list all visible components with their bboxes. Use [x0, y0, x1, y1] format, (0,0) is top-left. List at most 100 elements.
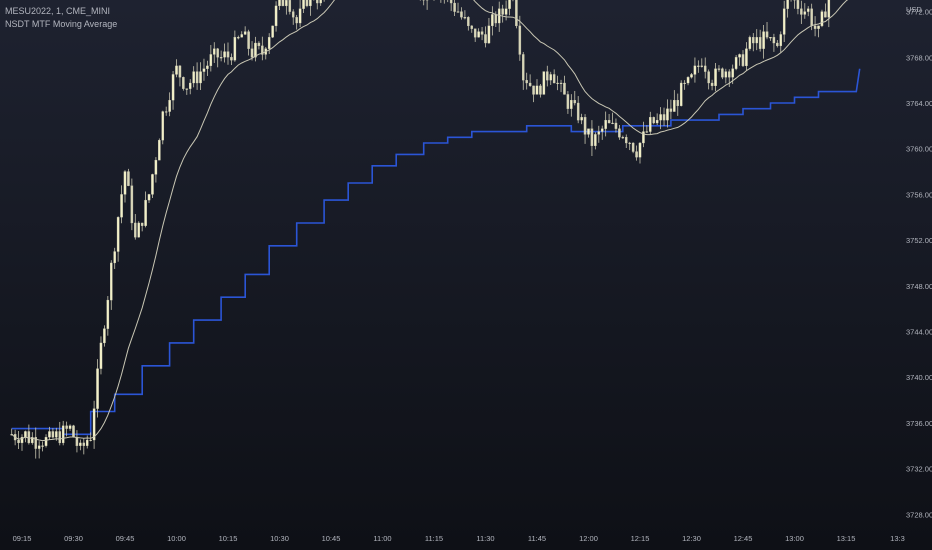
candle-211 — [734, 57, 738, 69]
candle-42 — [154, 159, 158, 175]
candle-155 — [542, 71, 546, 95]
candle-55 — [199, 71, 202, 84]
time-tick-label-2: 09:45 — [116, 534, 135, 543]
candle-18 — [72, 425, 75, 438]
candle-65 — [233, 37, 237, 61]
time-tick-label-10: 11:45 — [528, 534, 546, 543]
candle-26 — [99, 342, 103, 369]
candle-175 — [611, 122, 614, 124]
price-tick-label-4: 3768.00 — [906, 53, 932, 62]
candle-44 — [161, 111, 165, 141]
fast-moving-average-line — [11, 0, 849, 442]
candle-145 — [508, 0, 511, 9]
candle-61 — [219, 57, 223, 59]
candle-72 — [257, 42, 261, 47]
candle-144 — [504, 8, 508, 15]
candle-54 — [195, 71, 199, 84]
candle-143 — [501, 8, 504, 15]
candle-157 — [549, 74, 552, 81]
candle-182 — [635, 151, 638, 158]
price-axis[interactable]: USD3788.003784.003780.003776.003772.0037… — [898, 0, 932, 550]
price-tick-label-7: 3756.00 — [906, 190, 932, 199]
time-tick-label-0: 09:15 — [13, 534, 32, 543]
candle-180 — [628, 142, 631, 144]
candle-226 — [786, 0, 789, 9]
candle-159 — [556, 82, 559, 84]
candle-7 — [34, 437, 37, 449]
candle-219 — [762, 31, 765, 49]
candle-179 — [625, 137, 628, 144]
candle-235 — [817, 25, 820, 29]
candle-135 — [473, 28, 477, 38]
price-tick-label-13: 3732.00 — [906, 465, 932, 474]
candle-36 — [134, 222, 137, 238]
candle-64 — [230, 57, 233, 61]
candle-149 — [522, 54, 525, 81]
time-tick-label-4: 10:15 — [219, 534, 238, 543]
candle-185 — [645, 131, 649, 133]
time-tick-label-6: 10:45 — [322, 534, 341, 543]
candle-56 — [202, 68, 206, 72]
candle-172 — [600, 128, 604, 132]
candle-198 — [690, 74, 693, 78]
candle-232 — [806, 8, 810, 12]
candle-209 — [728, 71, 731, 78]
candle-86 — [305, 0, 309, 7]
candle-201 — [700, 65, 704, 67]
candle-221 — [769, 37, 772, 39]
candle-138 — [484, 34, 487, 44]
candle-129 — [453, 2, 456, 12]
candle-19 — [75, 437, 79, 446]
indicator-title[interactable]: NSDT MTF Moving Average — [5, 19, 118, 29]
time-tick-label-17: 13:3 — [890, 534, 905, 543]
time-tick-label-12: 12:15 — [631, 534, 650, 543]
candle-171 — [597, 131, 601, 135]
candle-199 — [693, 65, 697, 75]
candle-174 — [607, 119, 611, 124]
price-tick-label-14: 3728.00 — [906, 510, 932, 519]
candle-225 — [782, 8, 786, 35]
candle-24 — [92, 408, 96, 441]
candle-4 — [24, 431, 27, 438]
candle-41 — [151, 174, 154, 195]
candle-188 — [655, 119, 659, 124]
time-tick-label-8: 11:15 — [425, 534, 443, 543]
candle-186 — [649, 117, 652, 132]
candle-80 — [285, 0, 288, 7]
candle-195 — [679, 82, 683, 107]
candle-222 — [772, 37, 776, 44]
time-tick-label-7: 11:00 — [373, 534, 391, 543]
candle-12 — [51, 431, 55, 438]
candle-66 — [237, 37, 240, 39]
time-tick-label-13: 12:30 — [682, 534, 701, 543]
time-tick-label-1: 09:30 — [64, 534, 83, 543]
time-tick-label-3: 10:00 — [167, 534, 186, 543]
time-tick-label-9: 11:30 — [476, 534, 494, 543]
candle-192 — [669, 108, 673, 112]
candle-217 — [755, 37, 758, 44]
time-tick-label-11: 12:00 — [579, 534, 598, 543]
candle-25 — [96, 368, 99, 409]
candle-133 — [467, 17, 470, 27]
candle-27 — [103, 328, 106, 344]
htf-moving-average-line — [11, 68, 861, 436]
candle-161 — [563, 82, 566, 95]
candle-43 — [158, 139, 161, 161]
candle-190 — [662, 114, 666, 121]
candle-187 — [652, 117, 655, 124]
symbol-title[interactable]: MESU2022, 1, CME_MINI — [5, 6, 111, 16]
candle-218 — [758, 37, 762, 49]
candle-45 — [164, 111, 168, 113]
candle-177 — [618, 128, 621, 138]
chart-legend: MESU2022, 1, CME_MINI NSDT MTF Moving Av… — [5, 5, 117, 31]
price-tick-label-10: 3744.00 — [906, 328, 932, 337]
candle-76 — [271, 25, 274, 38]
candle-181 — [631, 142, 635, 152]
candle-50 — [182, 77, 185, 89]
candle-202 — [703, 65, 707, 72]
time-axis[interactable]: 09:15 09:30 09:45 10:00 10:15 10:30 10:45 11:00… — [13, 534, 905, 543]
candle-13 — [55, 431, 58, 438]
candle-38 — [140, 222, 144, 226]
